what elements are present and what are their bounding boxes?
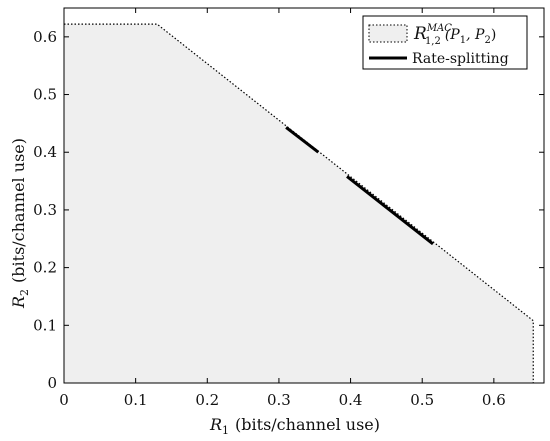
y-axis-label-unit: (bits/channel use)	[9, 138, 28, 283]
y-axis-label: R2 (bits/channel use)	[9, 138, 31, 309]
legend-region-label: RMAC 1,2 (P1, P2)	[413, 23, 496, 47]
legend-region-args-sub1: 1	[460, 35, 466, 46]
x-tick-label: 0.1	[124, 391, 148, 409]
x-tick-label: 0.2	[195, 391, 219, 409]
axes: 0 0.1 0.2 0.3 0.4 0.5 0.6 0 0.1 0.2 0.3 0.4 0.5 0.6	[33, 7, 545, 409]
legend: RMAC 1,2 (P1, P2) Rate-splitting	[362, 15, 528, 70]
x-axis-label-var: R	[209, 415, 222, 434]
x-tick-label: 0.4	[339, 391, 363, 409]
legend-region-args-mid: , P	[466, 27, 485, 43]
x-axis-label-unit: (bits/channel use)	[235, 415, 380, 434]
legend-region-main: R	[413, 24, 427, 44]
y-tick-label: 0.3	[33, 201, 57, 219]
legend-region-sub: 1,2	[425, 36, 441, 47]
y-tick-label: 0.2	[33, 259, 57, 277]
legend-region-swatch	[368, 24, 408, 43]
rate-splitting-segment-1	[285, 126, 320, 154]
legend-region-args: (P	[445, 27, 460, 43]
y-axis-label-var: R	[9, 296, 28, 309]
y-tick-label: 0.6	[33, 28, 57, 46]
x-axis-label-sub: 1	[222, 424, 229, 437]
y-tick-label: 0.5	[33, 86, 57, 104]
axes-frame	[63, 7, 545, 384]
x-tick-label: 0.3	[267, 391, 291, 409]
y-axis-label-sub: 2	[18, 289, 31, 296]
capacity-region-fill	[64, 24, 534, 384]
legend-region-sup: MAC	[426, 23, 452, 34]
legend-rate-splitting-label: Rate-splitting	[412, 51, 509, 67]
y-tick-label: 0.1	[33, 316, 57, 334]
x-tick-label: 0	[59, 391, 69, 409]
plot-area	[64, 23, 534, 384]
rate-splitting-segment-2	[346, 175, 434, 246]
legend-region-args-sub2: 2	[484, 35, 490, 46]
capacity-region-boundary	[64, 23, 534, 383]
x-axis-label: R1 (bits/channel use)	[209, 415, 380, 437]
x-tick-label: 0.5	[410, 391, 434, 409]
y-tick-label: 0	[47, 374, 57, 392]
y-tick-label: 0.4	[33, 143, 57, 161]
legend-region-args-end: )	[491, 27, 496, 43]
x-tick-label: 0.6	[482, 391, 506, 409]
